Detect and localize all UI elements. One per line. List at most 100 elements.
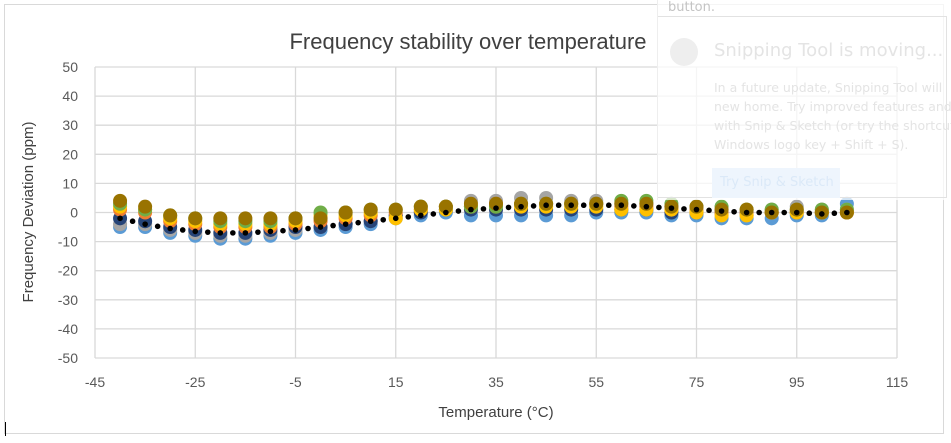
- x-axis-label: Temperature (°C): [438, 404, 553, 421]
- trendline-dot: [593, 202, 600, 209]
- notification-title: Snipping Tool is moving...: [714, 40, 944, 61]
- data-point-unit-g: [188, 211, 203, 226]
- trendline-dot: [656, 204, 662, 211]
- x-tick-label: 15: [388, 374, 404, 390]
- trendline-dot: [367, 218, 374, 225]
- trendline-dot: [204, 229, 211, 235]
- trendline-dot: [117, 215, 123, 222]
- trendline-dot: [305, 225, 311, 232]
- trendline-dot: [555, 202, 562, 209]
- data-point-unit-g: [689, 199, 704, 214]
- trendline-dot: [179, 227, 186, 233]
- data-point-unit-g: [313, 211, 328, 226]
- trendline-dot: [292, 227, 299, 233]
- data-point-unit-g: [263, 211, 278, 226]
- y-axis-label: Frequency Deviation (ppm): [20, 122, 37, 303]
- data-point-unit-g: [413, 199, 428, 214]
- try-snip-sketch-button[interactable]: Try Snip & Sketch: [712, 168, 840, 198]
- y-tick-label: 0: [70, 205, 78, 221]
- trendline-dot: [342, 221, 349, 227]
- data-point-unit-g: [789, 202, 804, 217]
- trendline-dot: [480, 206, 487, 212]
- notification-message: In a future update, Snipping Tool will n…: [714, 78, 951, 154]
- x-tick-label: -5: [289, 374, 302, 390]
- data-point-unit-g: [238, 211, 253, 226]
- trendline-dot: [530, 203, 537, 209]
- y-tick-label: -30: [58, 292, 78, 308]
- y-tick-label: -20: [58, 263, 78, 279]
- data-point-unit-g: [463, 196, 478, 211]
- text-cursor: [5, 422, 6, 436]
- trendline-dot: [255, 229, 261, 235]
- y-tick-label: 10: [62, 175, 78, 191]
- trendline-dot: [793, 209, 800, 216]
- data-point-unit-g: [213, 211, 228, 226]
- y-tick-label: 40: [62, 88, 78, 104]
- trendline-dot: [267, 228, 274, 235]
- y-tick-label: -50: [58, 350, 78, 366]
- data-point-unit-g: [163, 208, 178, 223]
- trendline-dot: [405, 214, 412, 220]
- chart-area[interactable]: [4, 4, 944, 434]
- trendline-dot: [380, 216, 387, 223]
- x-tick-label: -25: [185, 374, 205, 390]
- data-point-unit-g: [288, 211, 303, 226]
- trendline-dot: [618, 202, 625, 209]
- trendline-dot: [430, 211, 437, 217]
- y-tick-label: 30: [62, 117, 78, 133]
- data-point-unit-g: [514, 196, 529, 211]
- x-tick-label: 115: [886, 374, 909, 390]
- trendline-dot: [355, 219, 361, 226]
- trendline-dot: [605, 202, 612, 209]
- x-tick-label: 75: [689, 374, 705, 390]
- x-tick-label: 35: [488, 374, 504, 390]
- data-point-unit-g: [388, 202, 403, 217]
- trendline-dot: [418, 212, 424, 219]
- trendline-dot: [468, 206, 474, 213]
- data-point-unit-g: [363, 202, 378, 217]
- x-tick-label: 55: [588, 374, 604, 390]
- trendline-dot: [643, 203, 650, 210]
- trendline-dot: [518, 203, 524, 210]
- trendline-dot: [743, 209, 750, 216]
- message-line: In a future update, Snipping Tool will: [714, 80, 943, 95]
- trendline-dot: [681, 206, 687, 212]
- trendline-dot: [505, 204, 512, 211]
- x-tick-label: 95: [789, 374, 805, 390]
- trendline-dot: [806, 210, 813, 217]
- y-tick-label: 20: [62, 146, 78, 162]
- trendline-dot: [217, 230, 224, 236]
- data-point-unit-g: [338, 205, 353, 220]
- trendline-dot: [756, 209, 762, 216]
- data-point-unit-g: [489, 196, 503, 211]
- x-tick-label: -45: [85, 374, 105, 390]
- trendline-dot: [693, 206, 700, 213]
- trendline-dot: [392, 215, 399, 222]
- snipping-tool-icon: [670, 38, 698, 66]
- trendline-dot: [330, 222, 336, 229]
- trendline-dot: [317, 224, 324, 230]
- trendline-dot: [230, 230, 236, 236]
- trendline-dot: [543, 202, 549, 209]
- trendline-dot: [142, 221, 148, 227]
- trendline-dot: [718, 208, 725, 214]
- trendline-dot: [242, 230, 249, 236]
- trendline-dot: [154, 223, 161, 230]
- chart-title: Frequency stability over temperature: [289, 29, 646, 54]
- trendline-dot: [455, 208, 462, 214]
- trendline-dot: [493, 205, 499, 211]
- trendline-dot: [768, 209, 775, 216]
- trendline-dot: [192, 228, 199, 235]
- trendline-dot: [819, 211, 825, 217]
- trendline-dot: [631, 203, 637, 209]
- message-line: with Snip & Sketch (or try the shortcut: [714, 118, 951, 133]
- trendline-dot: [280, 227, 286, 234]
- data-point-unit-g: [438, 199, 453, 214]
- trendline-dot: [443, 209, 449, 216]
- trendline-dot: [668, 205, 675, 211]
- trendline-dot: [831, 210, 838, 217]
- data-point-unit-g: [113, 193, 128, 208]
- snipping-tool-notification[interactable]: button. Snipping Tool is moving... In a …: [657, 0, 951, 200]
- trendline-dot: [781, 209, 788, 216]
